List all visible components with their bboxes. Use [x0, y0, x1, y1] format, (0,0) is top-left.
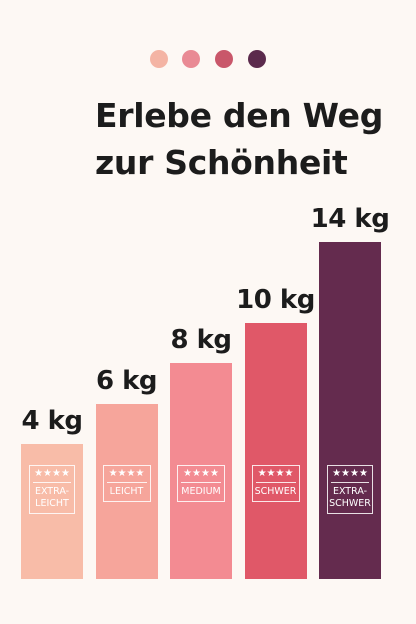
bar-badge-2: ★★★★ LEICHT: [102, 464, 151, 502]
bar-1: ★★★★ EXTRA- LEICHT: [21, 444, 83, 579]
bar-category-label: EXTRA- SCHWER: [329, 485, 371, 509]
dot-4: [248, 50, 266, 68]
bar-badge-4: ★★★★ SCHWER: [251, 465, 300, 502]
star-rating-icon: ★★★★: [106, 468, 147, 483]
bar-category-label: SCHWER: [254, 486, 297, 497]
bar-badge-3: ★★★★ MEDIUM: [177, 464, 225, 502]
bar-value-label: 6 kg: [95, 365, 158, 396]
color-dots: [0, 50, 416, 70]
dot-3: [215, 50, 233, 68]
bar-badge-5: ★★★★ EXTRA- SCHWER: [327, 464, 373, 514]
bar-4: ★★★★ SCHWER: [244, 323, 307, 579]
star-rating-icon: ★★★★: [33, 468, 71, 483]
bar-value-label: 14 kg: [310, 204, 390, 235]
bar-value-label: 10 kg: [236, 285, 315, 315]
bar-2: ★★★★ LEICHT: [95, 403, 158, 579]
title-line-2: zur Schönheit: [95, 143, 348, 182]
title-line-1: Erlebe den Weg: [95, 96, 384, 135]
bar-value-label: 8 kg: [170, 325, 232, 356]
page-title: Erlebe den Weg zur Schönheit: [95, 92, 383, 186]
bar-5: ★★★★ EXTRA- SCHWER: [319, 242, 381, 579]
dot-1: [150, 50, 168, 68]
bar-badge-1: ★★★★ EXTRA- LEICHT: [29, 464, 75, 514]
bar-3: ★★★★ MEDIUM: [170, 363, 232, 579]
bar-category-label: MEDIUM: [181, 485, 221, 497]
bar-value-label: 4 kg: [21, 406, 83, 437]
star-rating-icon: ★★★★: [331, 468, 369, 483]
bar-category-label: LEICHT: [109, 485, 144, 497]
star-rating-icon: ★★★★: [255, 468, 296, 483]
bar-category-label: EXTRA- LEICHT: [34, 485, 70, 509]
star-rating-icon: ★★★★: [181, 468, 221, 483]
dot-2: [182, 50, 200, 68]
